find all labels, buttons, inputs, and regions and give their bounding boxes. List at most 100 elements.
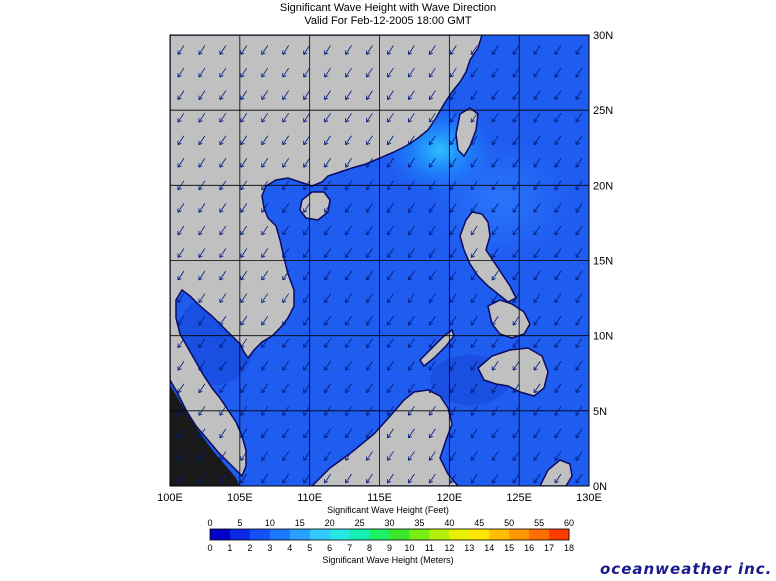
wave-arrow <box>366 203 373 213</box>
colorbar-segment <box>210 529 231 540</box>
wave-arrow <box>428 135 436 146</box>
wave-arrow <box>240 225 248 236</box>
wave-arrow <box>282 67 290 78</box>
wave-arrow <box>324 473 331 484</box>
latitude-axis: 0N 5N 10N 15N 20N 25N 30N <box>593 30 613 493</box>
wave-arrow <box>198 112 206 123</box>
wave-arrow <box>261 225 269 236</box>
wave-arrow <box>261 90 269 100</box>
wave-arrow <box>345 406 352 416</box>
wave-arrow <box>282 293 290 303</box>
wave-arrow <box>575 203 583 213</box>
wave-arrow <box>198 338 206 349</box>
wave-arrow <box>408 361 415 371</box>
wave-arrow <box>177 338 185 349</box>
colorbar-segment <box>429 529 450 540</box>
wave-arrow <box>491 338 499 349</box>
wave-arrow <box>512 248 520 258</box>
wave-arrow <box>470 293 478 303</box>
wave-arrow <box>261 293 269 303</box>
feet-tick-label: 5 <box>237 518 242 528</box>
wave-arrow <box>408 293 415 303</box>
wave-arrow <box>554 135 562 146</box>
wave-arrow <box>428 90 436 100</box>
wave-arrow <box>491 225 499 236</box>
wave-arrow <box>449 361 457 371</box>
wave-arrow <box>554 45 562 55</box>
wave-arrow <box>387 225 394 236</box>
wave-arrow <box>554 248 562 258</box>
colorbar-segment <box>549 529 570 540</box>
wave-arrow <box>449 406 457 416</box>
wave-arrow <box>428 406 436 416</box>
wave-arrow <box>512 135 520 146</box>
wave-arrow <box>366 428 373 439</box>
wave-arrow <box>449 225 457 236</box>
colorbar-segment <box>449 529 470 540</box>
wave-arrow <box>177 180 185 191</box>
mindanao-island <box>477 347 549 397</box>
wave-arrow <box>177 473 185 484</box>
wave-arrow <box>261 248 269 258</box>
wave-arrow <box>177 361 185 371</box>
wave-arrow <box>575 225 583 236</box>
wave-arrow <box>387 67 394 78</box>
wave-arrow <box>470 406 478 416</box>
wave-arrow <box>366 315 373 326</box>
meter-tick-label: 13 <box>464 543 474 553</box>
wave-arrow <box>408 428 415 439</box>
longitude-tick-label: 115E <box>367 492 392 504</box>
wave-arrow <box>491 315 499 326</box>
wave-arrow <box>512 270 520 281</box>
wave-arrow <box>366 45 373 55</box>
wave-arrow <box>324 90 331 100</box>
wave-arrow <box>198 406 206 416</box>
longitude-tick-label: 120E <box>436 492 462 504</box>
wave-arrow <box>387 45 394 55</box>
wave-arrow <box>219 473 227 484</box>
wave-arrow <box>387 338 394 349</box>
wave-arrow <box>428 112 436 123</box>
wave-arrow <box>491 203 499 213</box>
wave-arrow <box>428 361 436 371</box>
wave-arrow <box>219 135 227 146</box>
wave-arrow <box>533 203 541 213</box>
wave-arrow <box>261 406 269 416</box>
wave-arrow <box>387 135 394 146</box>
wave-arrow <box>491 158 499 168</box>
wave-arrow <box>177 45 185 55</box>
wave-arrow <box>512 158 520 168</box>
latitude-tick-label: 0N <box>593 481 607 493</box>
wave-arrow <box>282 361 290 371</box>
wave-arrow <box>554 338 562 349</box>
wave-arrow <box>533 90 541 100</box>
wave-arrow <box>345 112 352 123</box>
luzon-island <box>459 211 518 303</box>
wave-arrow <box>533 428 541 439</box>
wave-arrow <box>428 45 436 55</box>
wave-arrow <box>261 315 269 326</box>
wave-arrow <box>240 203 248 213</box>
wave-arrow <box>177 270 185 281</box>
wave-arrow <box>366 406 373 416</box>
wave-arrow <box>554 158 562 168</box>
wave-arrow <box>387 90 394 100</box>
wave-arrow <box>512 293 520 303</box>
colorbar-frame <box>209 528 570 541</box>
wave-arrow <box>261 473 269 484</box>
wave-arrow <box>345 225 352 236</box>
wave-arrow <box>533 67 541 78</box>
wave-arrow <box>533 180 541 191</box>
wave-arrow <box>575 248 583 258</box>
wave-arrow <box>491 451 499 461</box>
wave-arrow <box>240 180 248 191</box>
wave-arrow <box>177 112 185 123</box>
wave-arrow <box>449 67 457 78</box>
wave-arrow <box>554 293 562 303</box>
wave-arrow <box>491 90 499 100</box>
wave-direction-arrows <box>177 45 583 484</box>
wave-arrow <box>198 158 206 168</box>
wave-arrow <box>575 45 583 55</box>
longitude-tick-label: 110E <box>297 492 322 504</box>
wave-arrow <box>240 428 248 439</box>
